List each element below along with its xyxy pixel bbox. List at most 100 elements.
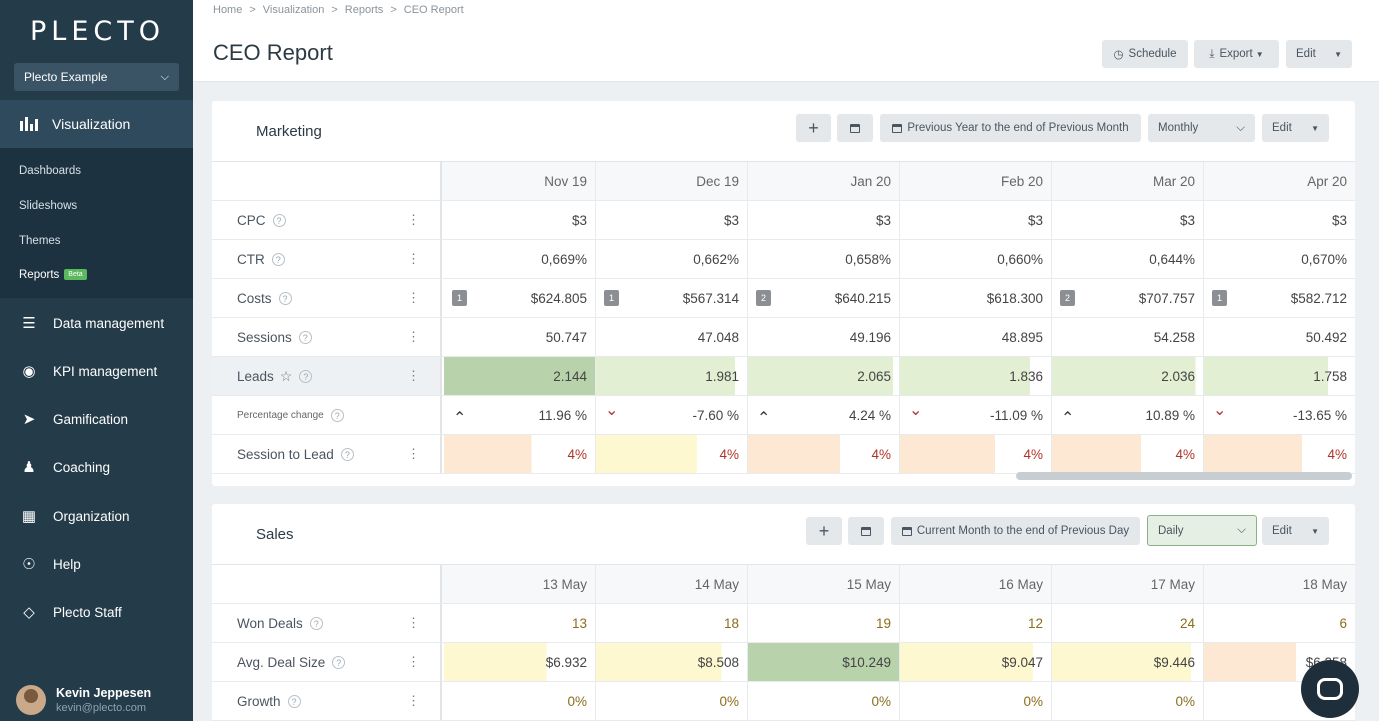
chat-widget-button[interactable]	[1301, 660, 1359, 718]
subnav-reports[interactable]: Reports Beta	[19, 269, 87, 281]
subnav-slideshows[interactable]: Slideshows	[19, 200, 78, 212]
row-label[interactable]: Avg. Deal Size? ⋮	[212, 643, 442, 681]
calendar-icon	[861, 526, 871, 536]
column-header: 18 May	[1204, 565, 1355, 603]
nav-help-label: Help	[53, 556, 81, 572]
help-icon[interactable]: ?	[309, 616, 323, 630]
comment-count-badge[interactable]: 2	[756, 290, 771, 306]
breadcrumb-separator: >	[331, 4, 338, 16]
row-label[interactable]: CTR? ⋮	[212, 240, 442, 278]
row-label-text: Leads	[237, 368, 274, 384]
export-button[interactable]: ⤓ Export ▼	[1194, 40, 1279, 68]
more-options-icon[interactable]: ⋮	[407, 654, 420, 669]
more-options-icon[interactable]: ⋮	[407, 290, 420, 305]
cell-value: 4%	[1023, 446, 1043, 462]
marketing-edit-button[interactable]: Edit ▼	[1262, 114, 1329, 142]
cell-value: 4.24 %	[848, 407, 891, 423]
marketing-interval-select[interactable]: Monthly ⌵	[1148, 114, 1255, 142]
marketing-period-label: Previous Year to the end of Previous Mon…	[907, 122, 1129, 134]
marketing-period-button[interactable]: Previous Year to the end of Previous Mon…	[880, 114, 1141, 142]
breadcrumb-reports[interactable]: Reports	[344, 4, 384, 16]
schedule-button-label: Schedule	[1128, 48, 1177, 60]
nav-gamification[interactable]: ➤ Gamification	[0, 399, 193, 439]
comment-count-badge[interactable]: 2	[1060, 290, 1075, 306]
database-icon: ☰	[22, 315, 36, 332]
table-row: Leads ☆? ⋮ 2.144 1.981 2.065 1.836 2.036 1.758	[212, 357, 1355, 396]
cell-value: $6.932	[545, 654, 587, 670]
nav-help[interactable]: ☉ Help	[0, 544, 193, 584]
more-options-icon[interactable]: ⋮	[407, 251, 420, 266]
column-header: 17 May	[1052, 565, 1204, 603]
help-icon[interactable]: ?	[340, 447, 354, 461]
horizontal-scrollbar[interactable]	[1016, 472, 1352, 480]
nav-organization[interactable]: ▦ Organization	[0, 496, 193, 536]
row-label[interactable]: Sessions? ⋮	[212, 318, 442, 356]
plecto-logo[interactable]: PLECTO	[30, 16, 165, 47]
row-label[interactable]: Percentage change?	[212, 396, 442, 434]
more-options-icon[interactable]: ⋮	[407, 368, 420, 383]
row-label-text: Session to Lead	[237, 446, 334, 462]
sales-period-button[interactable]: Current Month to the end of Previous Day	[891, 517, 1140, 545]
table-cell: 12	[900, 604, 1052, 642]
help-icon[interactable]: ?	[278, 291, 292, 305]
marketing-title: Marketing	[256, 123, 322, 140]
nav-plecto-staff[interactable]: ◇ Plecto Staff	[0, 592, 193, 632]
add-row-button[interactable]: +	[806, 517, 842, 545]
user-profile[interactable]: Kevin Jeppesen kevin@plecto.com	[16, 685, 151, 715]
help-icon[interactable]: ?	[299, 369, 313, 383]
column-header: Feb 20	[900, 162, 1052, 200]
comment-count-badge[interactable]: 1	[1212, 290, 1227, 306]
more-options-icon[interactable]: ⋮	[407, 446, 420, 461]
breadcrumb-home[interactable]: Home	[213, 4, 243, 16]
table-cell: 0%	[596, 682, 748, 720]
row-label[interactable]: Session to Lead? ⋮	[212, 435, 442, 473]
comment-count-badge[interactable]: 1	[452, 290, 467, 306]
nav-data-management[interactable]: ☰ Data management	[0, 303, 193, 343]
help-icon[interactable]: ?	[330, 408, 344, 422]
help-icon[interactable]: ?	[332, 655, 346, 669]
nav-visualization[interactable]: Visualization	[0, 100, 193, 148]
nav-coaching[interactable]: ♟ Coaching	[0, 447, 193, 487]
sales-period-label: Current Month to the end of Previous Day	[916, 525, 1130, 537]
table-header-row: 13 May 14 May 15 May 16 May 17 May 18 May	[212, 565, 1355, 604]
cell-value: 0,662%	[693, 251, 739, 267]
rocket-icon: ➤	[22, 411, 36, 428]
clock-icon: ◷	[1113, 49, 1124, 61]
cell-value: 10.89 %	[1145, 407, 1195, 423]
sales-edit-button[interactable]: Edit ▼	[1262, 517, 1329, 545]
edit-button[interactable]: Edit ▼	[1286, 40, 1352, 68]
sales-interval-select[interactable]: Daily ⌵	[1147, 515, 1257, 546]
breadcrumb-visualization[interactable]: Visualization	[262, 4, 325, 16]
cell-value: -7.60 %	[692, 407, 739, 423]
more-options-icon[interactable]: ⋮	[407, 693, 420, 708]
help-icon[interactable]: ?	[298, 330, 312, 344]
subnav-dashboards[interactable]: Dashboards	[19, 165, 82, 177]
sales-title: Sales	[256, 526, 294, 543]
schedule-button[interactable]: ◷ Schedule	[1102, 40, 1188, 68]
row-label[interactable]: Growth? ⋮	[212, 682, 442, 720]
organization-select[interactable]: Plecto Example ⌵	[14, 63, 179, 91]
comment-count-badge[interactable]: 1	[604, 290, 619, 306]
organization-select-value: Plecto Example	[24, 70, 108, 84]
sales-edit-label: Edit	[1272, 525, 1292, 537]
help-icon[interactable]: ?	[272, 213, 286, 227]
subnav-themes[interactable]: Themes	[19, 235, 61, 247]
row-label[interactable]: Won Deals? ⋮	[212, 604, 442, 642]
plus-icon: +	[818, 520, 830, 541]
row-label[interactable]: Leads ☆? ⋮	[212, 357, 442, 395]
calendar-button[interactable]	[837, 114, 873, 142]
calendar-button[interactable]	[848, 517, 884, 545]
help-icon[interactable]: ?	[287, 694, 301, 708]
add-row-button[interactable]: +	[796, 114, 831, 142]
more-options-icon[interactable]: ⋮	[407, 329, 420, 344]
row-label[interactable]: Costs? ⋮	[212, 279, 442, 317]
table-cell: ⌄ -7.60 %	[596, 396, 748, 434]
row-label[interactable]: CPC? ⋮	[212, 201, 442, 239]
nav-kpi-management[interactable]: ◉ KPI management	[0, 351, 193, 391]
cell-value: 24	[1179, 615, 1195, 631]
star-icon[interactable]: ☆	[279, 367, 293, 384]
more-options-icon[interactable]: ⋮	[407, 615, 420, 630]
help-icon[interactable]: ?	[271, 252, 285, 266]
caret-down-icon: ▼	[1255, 49, 1264, 59]
more-options-icon[interactable]: ⋮	[407, 212, 420, 227]
